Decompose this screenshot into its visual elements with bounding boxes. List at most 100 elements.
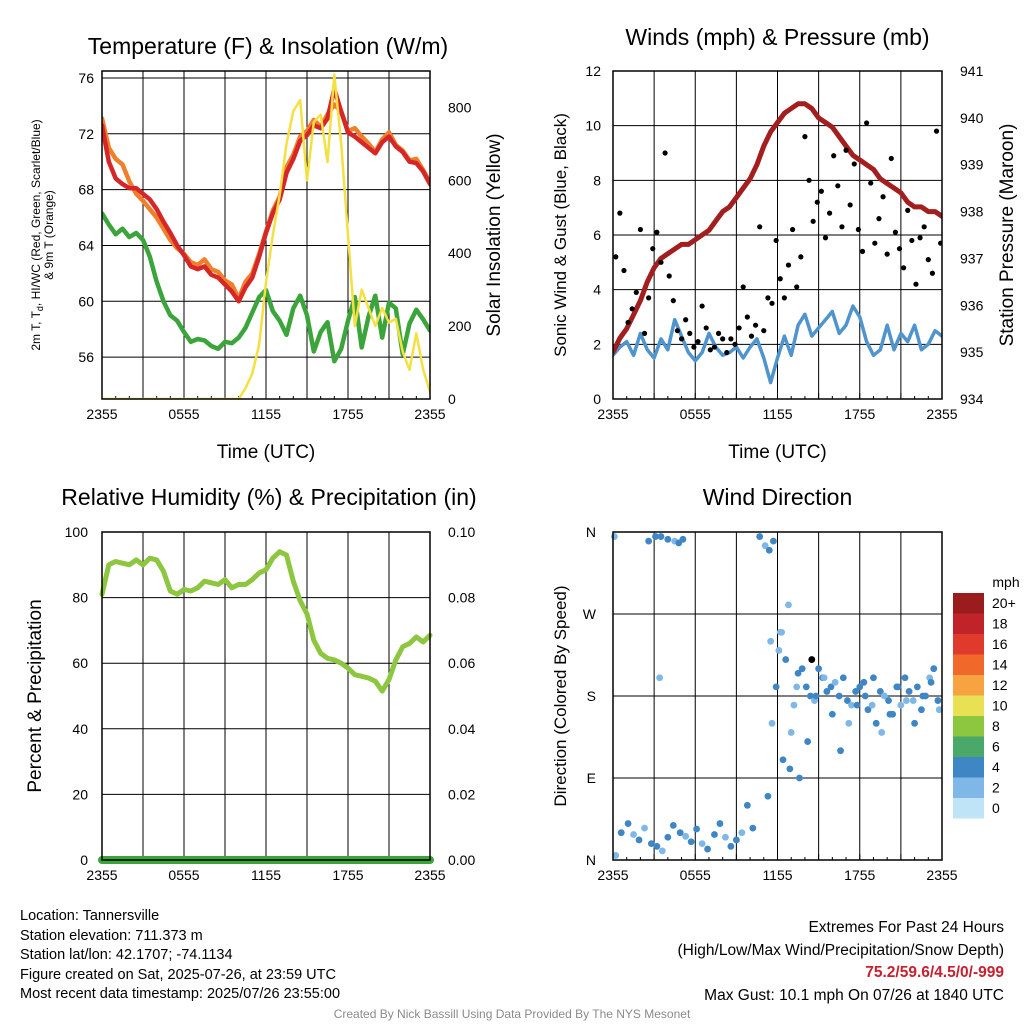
gust-point: [835, 183, 841, 189]
y-axis-label-part: , HI/WC (Red, Green, Scarlet/Blue): [29, 119, 43, 306]
gust-point: [864, 120, 870, 126]
gust-point: [913, 281, 919, 287]
direction-point: [852, 688, 860, 695]
direction-point: [845, 719, 853, 727]
y-tick-label: 64: [78, 237, 94, 253]
y2-tick-label: 0.08: [448, 590, 475, 606]
legend-label: 2: [992, 780, 1000, 796]
direction-point: [828, 710, 836, 718]
gust-point: [794, 284, 800, 290]
winds-chart: 2355 0555 1155 1755 235502468101293493593693…: [551, 24, 1018, 463]
y-tick-label: 8: [593, 172, 601, 188]
gust-point: [732, 341, 738, 347]
direction-point: [722, 833, 729, 841]
x-tick-label: 1755: [332, 406, 363, 422]
y-axis-label-line3: & 9m T (Orange): [42, 190, 56, 280]
y-axis-label: Direction (Colored By Speed): [551, 585, 570, 806]
extremes-subtitle: (High/Low/Max Wind/Precipitation/Snow De…: [677, 941, 1005, 959]
gust-point: [769, 300, 775, 306]
direction-point: [749, 824, 757, 832]
gust-point: [892, 229, 898, 235]
direction-point: [635, 836, 643, 844]
direction-point: [657, 533, 665, 540]
y-axis-label-subscript: d: [35, 306, 45, 311]
direction-point: [769, 537, 777, 545]
gust-point: [662, 150, 668, 156]
direction-point: [872, 719, 880, 727]
direction-point: [711, 831, 718, 838]
direction-point: [743, 801, 751, 809]
chart-title: Relative Humidity (%) & Precipitation (i…: [61, 484, 476, 510]
gust-point: [822, 235, 829, 241]
direction-point: [641, 824, 648, 832]
direction-point: [772, 683, 780, 691]
gust-point: [888, 155, 894, 162]
x-tick-label: 2355: [597, 867, 628, 883]
direction-point: [727, 842, 735, 850]
gust-point: [658, 259, 664, 265]
series-line: [102, 86, 430, 304]
x-tick-label: 0555: [168, 406, 199, 422]
direction-point: [776, 628, 784, 636]
gust-point: [691, 344, 697, 350]
direction-point: [827, 683, 835, 691]
direction-point: [610, 533, 618, 540]
gust-point: [938, 240, 942, 246]
y2-tick-label: 0.04: [448, 721, 475, 737]
y2-tick-label: 400: [448, 245, 472, 261]
direction-point: [864, 706, 872, 714]
direction-point: [768, 719, 776, 727]
x-tick-label: 1155: [762, 867, 792, 883]
gust-point: [641, 330, 648, 336]
direction-point: [897, 701, 905, 709]
direction-point: [905, 688, 913, 695]
legend-swatch: [953, 736, 984, 757]
recent-timestamp: Most recent data timestamp: 2025/07/26 2…: [20, 986, 341, 1003]
y-axis-label: Percent & Precipitation: [25, 599, 46, 792]
gust-point: [695, 339, 701, 345]
legend-label: 18: [992, 616, 1008, 632]
legend-label: 14: [992, 657, 1008, 673]
gust-point: [670, 298, 676, 304]
gust-point: [740, 284, 746, 290]
direction-point: [913, 683, 921, 691]
y2-tick-label: 0: [448, 391, 456, 407]
y2-tick-label: 0.00: [448, 852, 475, 868]
direction-point: [807, 692, 814, 700]
direction-point: [653, 842, 661, 850]
gust-point: [629, 306, 635, 312]
gust-point: [777, 276, 783, 282]
gust-point: [909, 237, 915, 244]
y-axis-label: 2m T, Td, HI/WC (Red, Green, Scarlet/Blu…: [29, 119, 45, 350]
y-tick-label: N: [586, 524, 596, 540]
extremes-title: Extremes For Past 24 Hours: [808, 919, 1004, 936]
gust-point: [901, 265, 907, 271]
y2-tick-label: 0.10: [448, 524, 475, 540]
y-tick-label: 76: [78, 70, 94, 86]
plot-frame: [101, 531, 431, 861]
chart-title: Winds (mph) & Pressure (mb): [625, 24, 929, 50]
legend-swatch: [953, 757, 984, 778]
gust-point: [826, 210, 833, 216]
direction-point: [802, 683, 810, 691]
direction-point: [664, 535, 672, 543]
series-line: [99, 549, 433, 694]
direction-point: [878, 729, 886, 736]
chart-title: Wind Direction: [703, 484, 853, 510]
gust-point: [880, 194, 886, 200]
direction-point: [901, 674, 909, 682]
direction-point: [785, 601, 792, 609]
direction-point: [831, 678, 839, 686]
gust-point: [818, 188, 824, 194]
y-tick-label: 10: [585, 118, 601, 134]
y-tick-label: 60: [72, 655, 88, 671]
direction-point: [885, 697, 892, 704]
direction-point: [761, 542, 769, 550]
direction-point: [756, 533, 764, 540]
station-latlon: Station lat/lon: 42.1707; -74.1134: [20, 947, 233, 964]
gust-point: [625, 319, 631, 326]
direction-point: [868, 701, 876, 709]
gust-point: [674, 328, 681, 334]
direction-point: [860, 678, 868, 686]
legend-title: mph: [992, 574, 1019, 590]
